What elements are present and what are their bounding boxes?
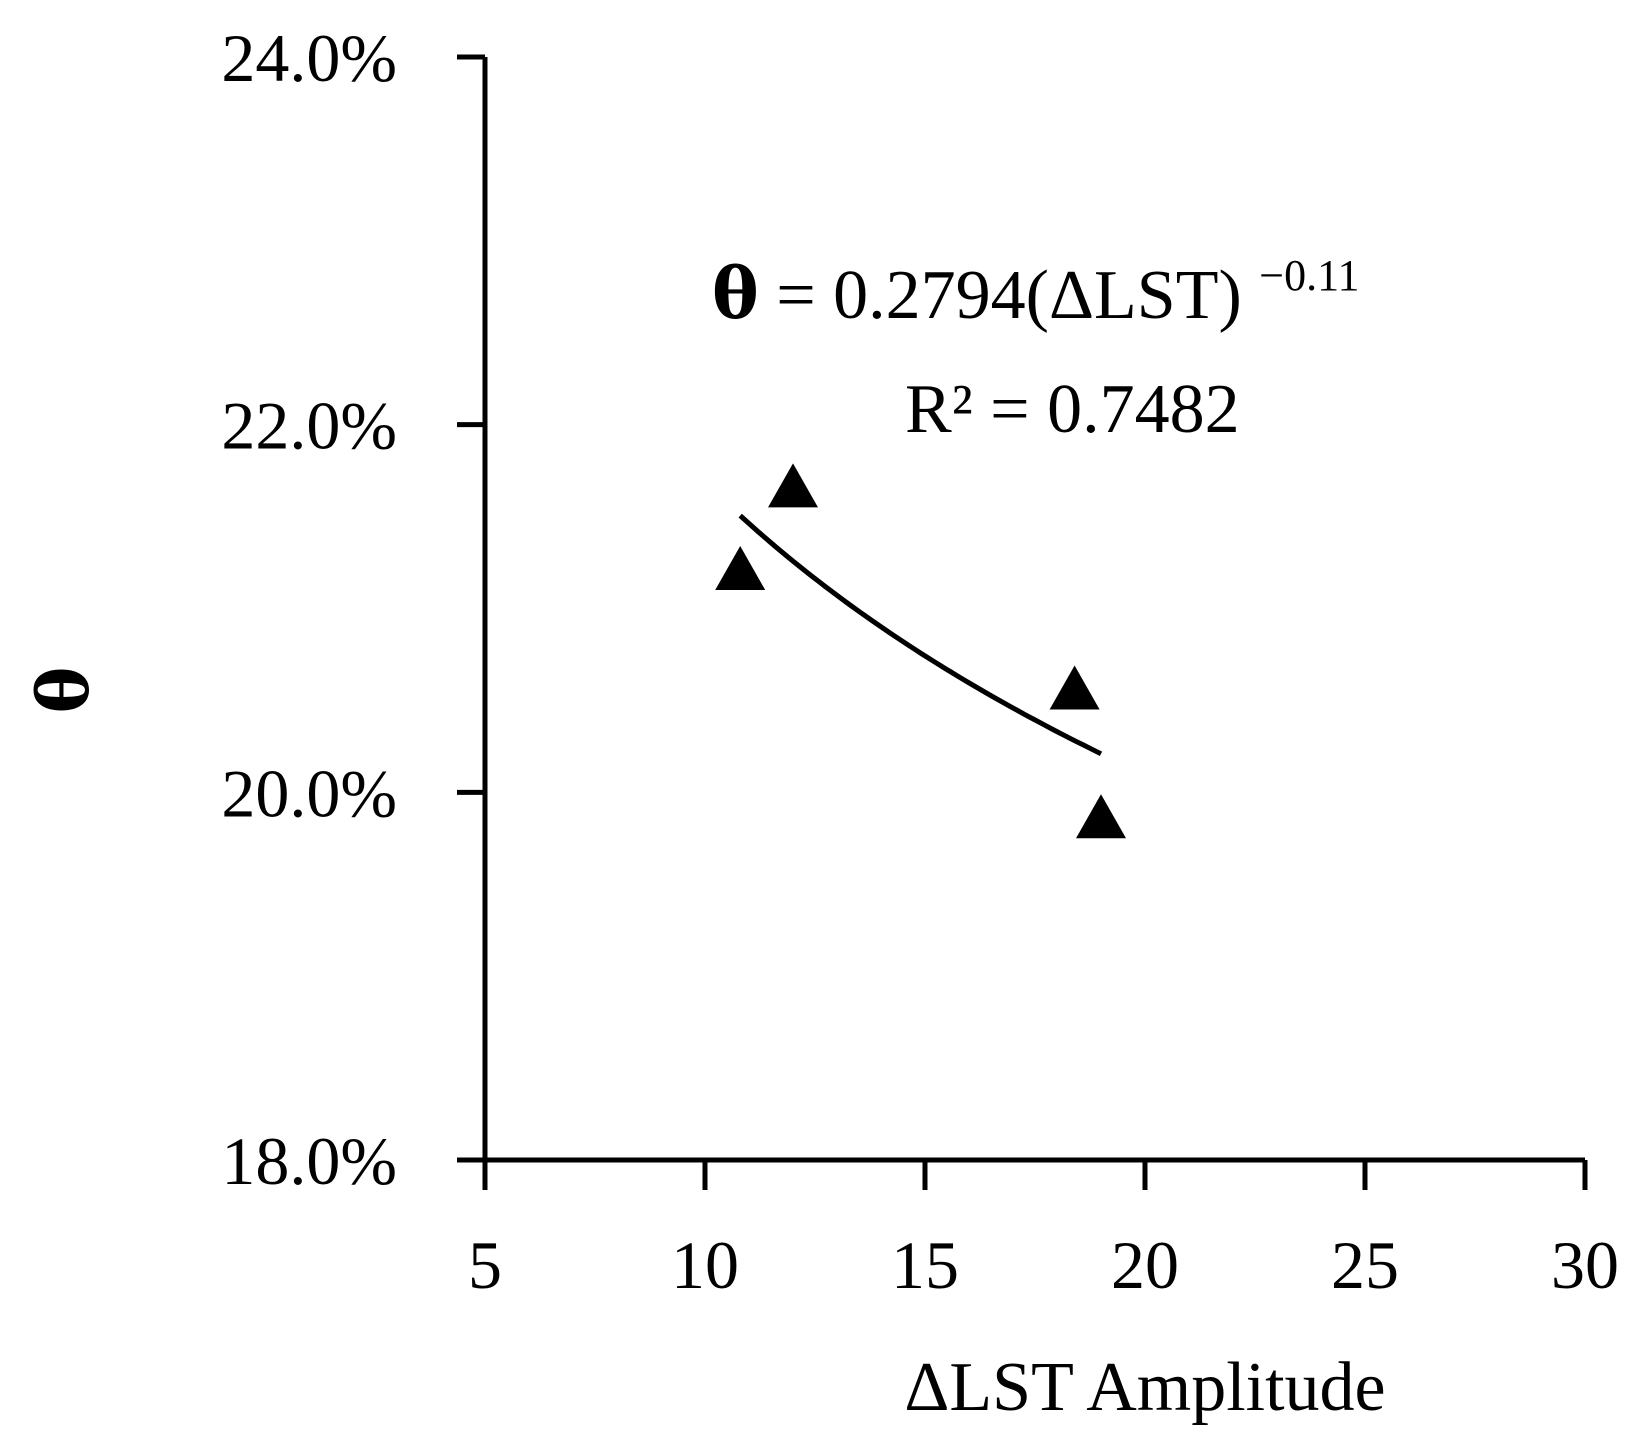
x-axis-title: ΔLST Amplitude [904,1349,1385,1426]
y-axis-title: θ [22,667,105,714]
x-tick-label: 5 [468,1227,502,1303]
r-squared-annotation: R² = 0.7482 [905,371,1240,448]
y-tick-label: 22.0% [221,388,397,464]
trendline-group [738,513,1103,757]
y-tick-label: 24.0% [221,20,397,96]
data-point [1076,794,1126,839]
x-ticks: 5 10 15 20 25 30 [468,1160,1619,1303]
equation-annotation: θ = 0.2794(ΔLST) −0.11 [712,251,1359,335]
equation-theta: θ [712,252,759,335]
y-tick-label: 20.0% [221,755,397,831]
equation-body: = 0.2794(ΔLST) [759,257,1260,334]
x-tick-label: 30 [1551,1227,1619,1303]
x-tick-label: 20 [1111,1227,1179,1303]
equation-exponent: −0.11 [1259,251,1359,300]
axes [457,57,1585,1163]
x-tick-label: 10 [671,1227,739,1303]
trendline [738,513,1103,757]
data-point [768,463,818,508]
x-tick-label: 25 [1331,1227,1399,1303]
x-tick-label: 15 [891,1227,959,1303]
y-ticks: 18.0% 20.0% 22.0% 24.0% [221,20,485,1199]
data-point [715,546,766,591]
y-tick-label: 18.0% [221,1123,397,1199]
data-point [1049,665,1100,710]
data-points [715,463,1126,839]
